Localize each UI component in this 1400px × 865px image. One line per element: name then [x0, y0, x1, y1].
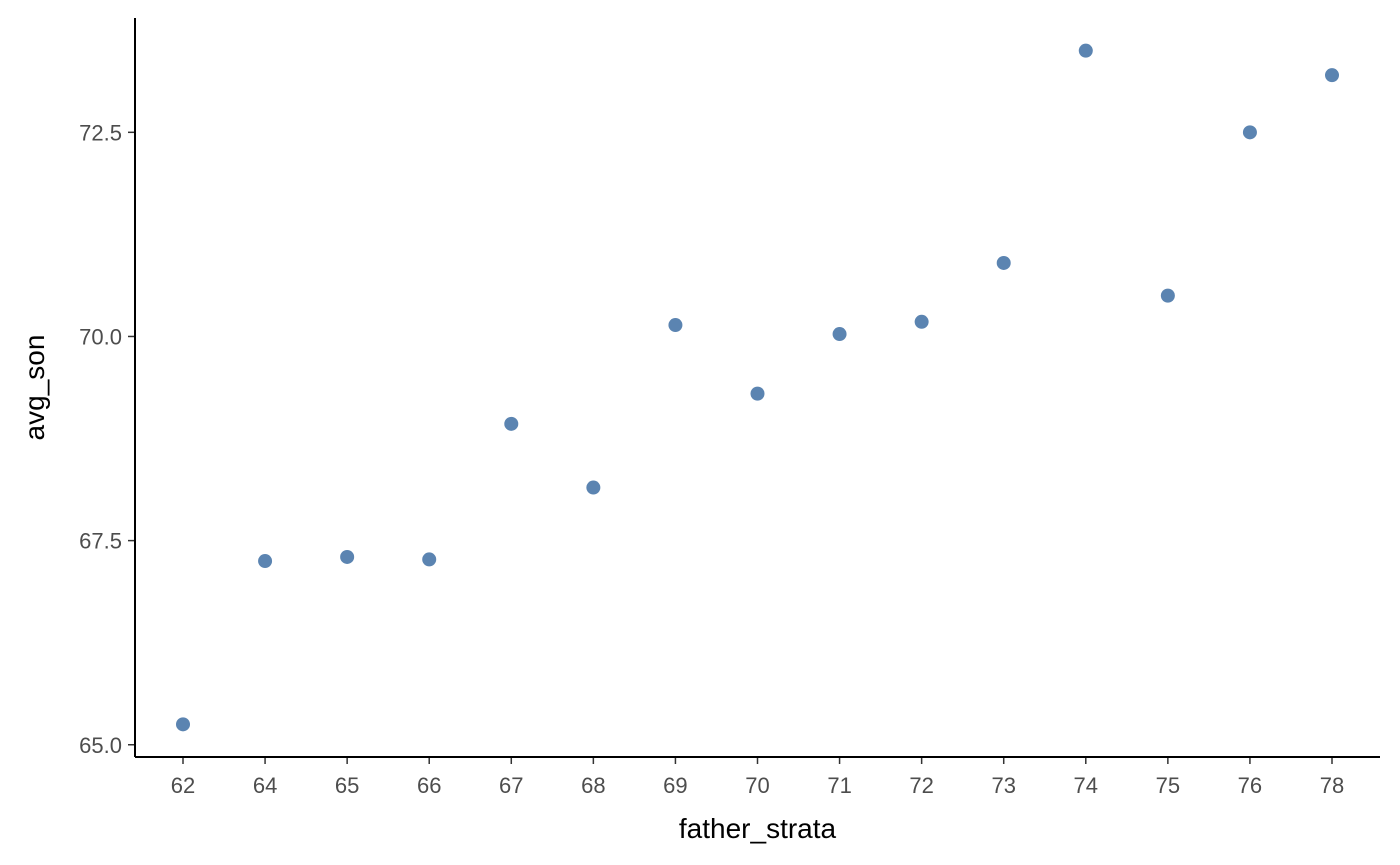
data-points [176, 43, 1339, 732]
scatter-point [422, 552, 437, 567]
scatter-point [340, 549, 355, 564]
scatter-point [586, 480, 601, 495]
x-tick-label: 78 [1320, 773, 1344, 798]
y-axis-ticks: 65.0 67.5 70.0 72.5 [79, 120, 135, 758]
scatter-point [996, 255, 1011, 270]
x-tick-label: 64 [253, 773, 277, 798]
x-axis-ticks: 62 64 65 66 67 68 69 70 71 72 73 74 75 76 78 [171, 757, 1344, 798]
x-tick-label: 72 [909, 773, 933, 798]
scatter-point [914, 314, 929, 329]
x-axis-title: father_strata [679, 813, 837, 844]
y-tick-label: 65.0 [79, 733, 122, 758]
x-tick-label: 75 [1156, 773, 1180, 798]
x-tick-label: 65 [335, 773, 359, 798]
scatter-point [668, 318, 683, 333]
y-tick-label: 70.0 [79, 324, 122, 349]
y-tick-label: 67.5 [79, 529, 122, 554]
scatter-point [832, 327, 847, 342]
x-tick-label: 73 [991, 773, 1015, 798]
x-tick-label: 70 [745, 773, 769, 798]
scatter-point [1242, 125, 1257, 140]
x-tick-label: 74 [1074, 773, 1098, 798]
x-tick-label: 66 [417, 773, 441, 798]
scatter-point [750, 386, 765, 401]
scatter-point [258, 554, 273, 569]
scatter-point [504, 416, 519, 431]
y-axis-title: avg_son [19, 335, 50, 441]
x-tick-label: 62 [171, 773, 195, 798]
y-tick-label: 72.5 [79, 120, 122, 145]
x-tick-label: 68 [581, 773, 605, 798]
x-tick-label: 71 [827, 773, 851, 798]
scatter-point [1160, 288, 1175, 303]
scatter-point [176, 717, 190, 732]
x-tick-label: 69 [663, 773, 687, 798]
scatter-point [1078, 43, 1093, 58]
x-tick-label: 67 [499, 773, 523, 798]
x-tick-label: 76 [1238, 773, 1262, 798]
scatter-point [1325, 68, 1339, 83]
